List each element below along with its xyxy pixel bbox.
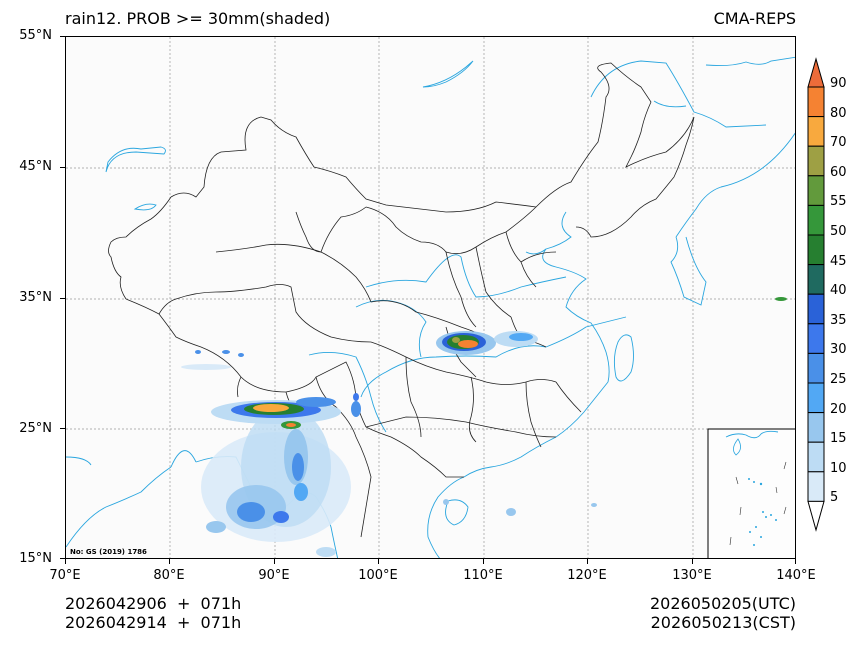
init-time-block: 2026042906 + 071h 2026042914 + 071h [65, 594, 241, 632]
y-tick [60, 558, 65, 559]
x-tick [692, 559, 693, 564]
colorbar-label: 20 [830, 402, 847, 417]
x-tick-label-80e: 80°E [153, 568, 185, 583]
colorbar-label: 30 [830, 342, 847, 357]
colorbar-label: 40 [830, 283, 847, 298]
y-tick-label-45n: 45°N [19, 159, 52, 174]
x-tick-label-90e: 90°E [258, 568, 290, 583]
colorbar-label: 90 [830, 76, 847, 91]
model-source: CMA-REPS [713, 9, 796, 28]
y-tick-label-35n: 35°N [19, 290, 52, 305]
colorbar-label: 25 [830, 372, 847, 387]
valid-time-block: 2026050205(UTC) 2026050213(CST) [650, 594, 796, 632]
colorbar-segments [807, 86, 825, 502]
colorbar-label: 45 [830, 254, 847, 269]
y-tick [60, 36, 65, 37]
y-tick-label-55n: 55°N [19, 28, 52, 43]
colorbar-extend-max-icon [807, 57, 825, 88]
map-title: rain12. PROB >= 30mm(shaded) [65, 9, 331, 28]
x-tick-label-120e: 120°E [567, 568, 607, 583]
colorbar-label: 5 [830, 490, 839, 505]
y-tick [60, 428, 65, 429]
x-tick-label-130e: 130°E [672, 568, 712, 583]
y-tick [60, 298, 65, 299]
colorbar-label: 60 [830, 165, 847, 180]
colorbar-label: 35 [830, 313, 847, 328]
y-tick-label-25n: 25°N [19, 421, 52, 436]
valid-utc: 2026050205(UTC) [650, 594, 796, 613]
colorbar-label: 70 [830, 135, 847, 150]
borders [108, 62, 695, 538]
x-tick-label-100e: 100°E [358, 568, 398, 583]
x-tick [378, 559, 379, 564]
valid-cst: 2026050213(CST) [650, 613, 796, 632]
x-tick [483, 559, 484, 564]
map-plot-area: No: GS (2019) 1786 [65, 36, 796, 559]
colorbar-extend-min-icon [807, 500, 825, 532]
x-tick [169, 559, 170, 564]
x-tick [795, 559, 796, 564]
map-approval-number: No: GS (2019) 1786 [70, 548, 147, 556]
gridlines [66, 37, 795, 558]
colorbar-label: 80 [830, 106, 847, 121]
precip-shading [181, 297, 787, 557]
init-utc-line: 2026042906 + 071h [65, 594, 242, 613]
x-tick [274, 559, 275, 564]
x-tick-label-110e: 110°E [463, 568, 503, 583]
south-china-sea-inset [707, 428, 795, 558]
colorbar-label: 15 [830, 431, 847, 446]
x-tick-label-140e: 140°E [776, 568, 816, 583]
colorbar-label: 10 [830, 461, 847, 476]
colorbar-label: 55 [830, 194, 847, 209]
x-tick [65, 559, 66, 564]
init-cst-line: 2026042914 + 071h [65, 613, 242, 632]
colorbar [807, 57, 825, 532]
coastlines-rivers [66, 56, 795, 558]
y-tick-label-15n: 15°N [19, 551, 52, 566]
colorbar-label: 50 [830, 224, 847, 239]
map-canvas [66, 37, 795, 558]
x-tick-label-70e: 70°E [49, 568, 81, 583]
x-tick [587, 559, 588, 564]
y-tick [60, 167, 65, 168]
